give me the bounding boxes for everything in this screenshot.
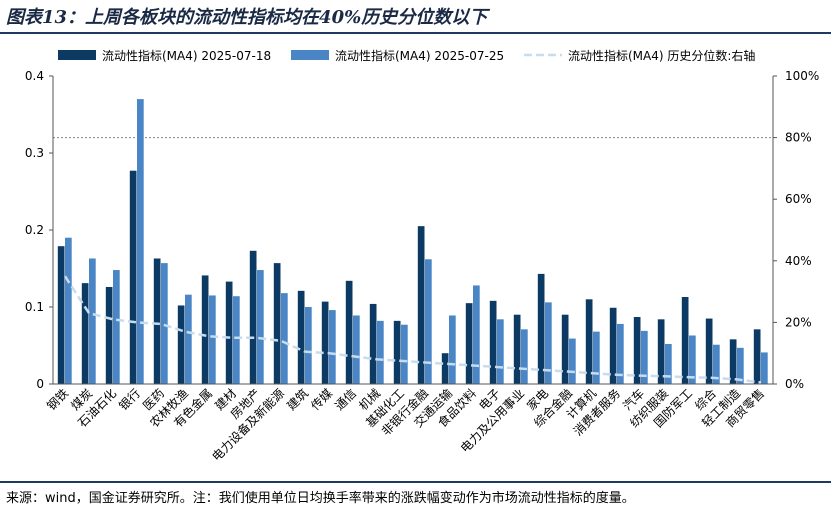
- bar-jul18: [153, 258, 161, 384]
- bar-jul18: [297, 290, 305, 384]
- bar-jul18: [369, 303, 377, 384]
- bar-jul18: [465, 303, 473, 384]
- right-tick-label: 100%: [785, 69, 819, 83]
- right-tick-label: 60%: [785, 192, 812, 206]
- bar-jul25: [137, 99, 144, 384]
- bar-jul18: [249, 250, 257, 384]
- bar-jul18: [321, 301, 329, 384]
- left-tick-label: 0.2: [25, 223, 44, 237]
- right-tick-label: 20%: [785, 315, 812, 329]
- right-tick-label: 80%: [785, 131, 812, 145]
- bar-jul18: [201, 275, 209, 384]
- right-tick-label: 40%: [785, 254, 812, 268]
- bar-jul25: [689, 335, 696, 384]
- legend-label: 流动性指标(MA4) 2025-07-18: [102, 48, 271, 63]
- legend-label: 流动性指标(MA4) 历史分位数:右轴: [568, 48, 755, 63]
- bar-jul25: [641, 330, 648, 384]
- bar-jul25: [617, 323, 624, 384]
- bar-jul25: [401, 324, 408, 384]
- category-label: 钢铁: [44, 386, 71, 413]
- bar-jul25: [593, 331, 600, 384]
- legend-swatch: [58, 50, 96, 60]
- bar-jul18: [441, 353, 449, 384]
- bar-jul25: [89, 258, 96, 384]
- left-tick-label: 0.4: [25, 69, 44, 83]
- left-tick-label: 0.3: [25, 146, 44, 160]
- bar-jul25: [545, 302, 552, 384]
- chart-title: 图表13：上周各板块的流动性指标均在40%历史分位数以下: [6, 7, 488, 28]
- bar-jul25: [497, 319, 504, 384]
- percentile-line: [63, 275, 762, 384]
- bar-jul18: [537, 273, 545, 384]
- footer-divider: [0, 481, 831, 483]
- bar-jul18: [393, 320, 401, 384]
- bar-jul18: [273, 263, 281, 384]
- bar-jul25: [377, 320, 384, 384]
- bar-jul25: [305, 307, 312, 384]
- bar-jul25: [473, 285, 480, 384]
- bar-jul18: [417, 226, 425, 384]
- category-label: 银行: [116, 386, 143, 413]
- bar-jul18: [633, 317, 641, 384]
- bar-jul25: [329, 310, 336, 384]
- bar-jul25: [353, 315, 360, 384]
- bar-jul25: [665, 343, 672, 384]
- bar-jul18: [609, 307, 617, 384]
- bar-jul18: [345, 280, 353, 384]
- bar-jul18: [729, 339, 737, 384]
- bar-jul25: [449, 315, 456, 384]
- source-note: 来源：wind，国金证券研究所。注：我们使用单位日均换手率带来的涨跌幅变动作为市…: [6, 491, 635, 506]
- bar-jul25: [113, 270, 120, 384]
- bar-jul18: [81, 283, 89, 384]
- bar-jul18: [585, 299, 593, 384]
- bar-jul18: [513, 314, 521, 384]
- left-tick-label: 0: [36, 377, 44, 391]
- category-label: 通信: [332, 386, 359, 413]
- right-tick-label: 0%: [785, 377, 804, 391]
- bar-jul25: [161, 263, 168, 384]
- left-tick-label: 0.1: [25, 300, 44, 314]
- bar-jul25: [65, 237, 72, 384]
- bar-jul18: [225, 281, 233, 384]
- title-divider: [0, 32, 831, 34]
- bar-jul18: [561, 314, 569, 384]
- bar-jul18: [753, 329, 761, 384]
- bar-jul25: [185, 294, 192, 384]
- chart-area: 00.10.20.30.40%20%40%60%80%100%钢铁煤炭石油石化银…: [25, 48, 819, 464]
- bar-jul25: [713, 344, 720, 384]
- bar-jul18: [105, 286, 113, 384]
- bar-jul18: [705, 318, 713, 384]
- bar-jul25: [209, 295, 216, 384]
- bar-jul25: [737, 347, 744, 384]
- bar-jul25: [233, 296, 240, 384]
- bar-jul18: [657, 319, 665, 384]
- bar-jul18: [57, 246, 65, 384]
- bar-jul18: [489, 300, 497, 384]
- bar-jul25: [257, 270, 264, 384]
- bar-jul25: [569, 338, 576, 384]
- bar-jul18: [129, 170, 137, 384]
- bar-jul18: [681, 296, 689, 384]
- bar-jul25: [281, 293, 288, 384]
- legend-label: 流动性指标(MA4) 2025-07-25: [335, 48, 504, 63]
- bar-jul25: [521, 329, 528, 384]
- bar-jul18: [177, 305, 185, 384]
- category-label: 传媒: [308, 386, 336, 414]
- bar-jul25: [425, 259, 432, 384]
- category-label: 建筑: [284, 386, 312, 414]
- bar-jul25: [761, 352, 768, 384]
- legend-swatch: [291, 50, 329, 60]
